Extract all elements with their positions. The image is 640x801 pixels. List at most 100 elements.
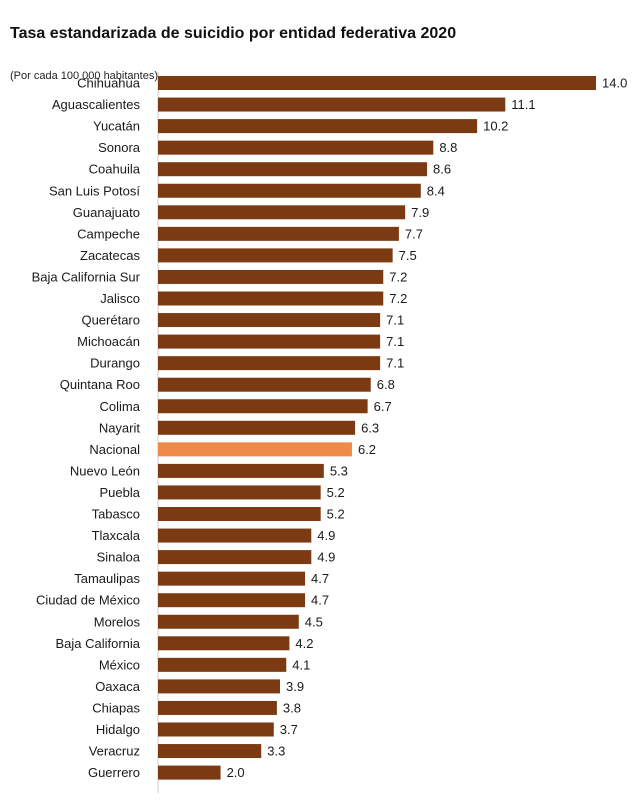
category-label: Tlaxcala <box>92 528 141 543</box>
value-label: 7.1 <box>386 356 404 371</box>
category-label: Coahuila <box>89 162 141 177</box>
category-label: Hidalgo <box>96 722 140 737</box>
bar <box>158 528 312 543</box>
value-label: 3.8 <box>283 700 301 715</box>
value-label: 8.8 <box>439 140 457 155</box>
value-label: 5.3 <box>330 463 348 478</box>
value-label: 4.7 <box>311 571 329 586</box>
bar <box>158 657 287 672</box>
value-label: 3.7 <box>280 722 298 737</box>
category-label: Baja California Sur <box>32 269 141 284</box>
bar <box>158 334 381 349</box>
bar <box>158 507 321 521</box>
category-label: Michoacán <box>77 334 140 349</box>
category-label: Jalisco <box>100 291 140 306</box>
bar <box>158 226 399 241</box>
category-label: Nacional <box>89 442 140 457</box>
category-label: Nayarit <box>99 420 141 435</box>
bar <box>158 593 306 608</box>
category-label: Sinaloa <box>97 550 141 565</box>
category-label: Tabasco <box>92 507 140 522</box>
category-label: México <box>99 657 140 672</box>
bar <box>158 162 428 177</box>
bar <box>158 269 384 284</box>
value-label: 7.5 <box>399 248 417 263</box>
bar <box>158 614 299 629</box>
value-label: 4.5 <box>305 614 323 629</box>
category-label: Aguascalientes <box>52 97 141 112</box>
value-label: 3.9 <box>286 679 304 694</box>
bar <box>158 248 393 263</box>
bar <box>158 377 371 392</box>
value-label: 2.0 <box>227 765 245 780</box>
value-label: 6.8 <box>377 377 395 392</box>
bar <box>158 679 281 694</box>
bar <box>158 550 312 565</box>
bar <box>158 700 277 715</box>
value-label: 3.3 <box>267 744 285 759</box>
value-label: 6.2 <box>358 442 376 457</box>
value-label: 7.9 <box>411 205 429 220</box>
value-label: 4.9 <box>317 528 335 543</box>
bar <box>158 765 221 780</box>
value-label: 4.2 <box>295 636 313 651</box>
bar <box>158 291 384 306</box>
category-label: Sonora <box>98 140 141 155</box>
bar <box>158 571 306 586</box>
value-label: 6.3 <box>361 420 379 435</box>
bar <box>158 97 506 112</box>
value-label: 6.7 <box>374 399 392 414</box>
category-label: Ciudad de México <box>36 593 140 608</box>
bar <box>158 119 478 134</box>
bar <box>158 485 321 500</box>
category-label: Guanajuato <box>73 205 140 220</box>
category-label: Querétaro <box>81 313 140 328</box>
value-label: 4.1 <box>292 657 310 672</box>
value-label: 7.7 <box>405 226 423 241</box>
value-label: 4.7 <box>311 593 329 608</box>
value-label: 4.9 <box>317 550 335 565</box>
value-label: 7.2 <box>389 291 407 306</box>
value-label: 7.1 <box>386 334 404 349</box>
bar <box>158 420 356 435</box>
value-label: 11.1 <box>511 97 535 112</box>
category-label: Colima <box>100 399 141 414</box>
category-label: Oaxaca <box>95 679 141 694</box>
value-label: 8.4 <box>427 183 445 198</box>
category-label: Tamaulipas <box>74 571 140 586</box>
category-label: Guerrero <box>88 765 140 780</box>
bar <box>158 442 352 457</box>
bar <box>158 313 381 328</box>
bar <box>158 636 290 651</box>
bar <box>158 205 406 220</box>
value-label: 7.1 <box>386 313 404 328</box>
category-label: Quintana Roo <box>60 377 140 392</box>
value-label: 8.6 <box>433 162 451 177</box>
bar <box>158 183 421 198</box>
bar <box>158 463 324 478</box>
category-label: Nuevo León <box>70 463 140 478</box>
category-label: Durango <box>90 356 140 371</box>
category-label: Chihuahua <box>77 76 141 91</box>
category-label: Campeche <box>77 226 140 241</box>
chart-subtitle: (Por cada 100 000 habitantes) <box>10 70 158 82</box>
bar <box>158 76 596 90</box>
bar <box>158 140 434 155</box>
bar <box>158 744 262 759</box>
value-label: 14.0 <box>602 76 627 91</box>
category-label: Zacatecas <box>80 248 140 263</box>
category-label: Baja California <box>55 636 140 651</box>
category-label: Yucatán <box>93 119 140 134</box>
category-label: Puebla <box>100 485 141 500</box>
category-label: San Luis Potosí <box>49 183 140 198</box>
category-label: Chiapas <box>92 700 140 715</box>
category-label: Veracruz <box>89 744 140 759</box>
chart-title: Tasa estandarizada de suicidio por entid… <box>10 25 457 42</box>
value-label: 5.2 <box>327 485 345 500</box>
bar <box>158 722 274 737</box>
value-label: 10.2 <box>483 119 508 134</box>
bar <box>158 399 368 414</box>
category-label: Morelos <box>94 614 141 629</box>
value-label: 5.2 <box>327 507 345 522</box>
